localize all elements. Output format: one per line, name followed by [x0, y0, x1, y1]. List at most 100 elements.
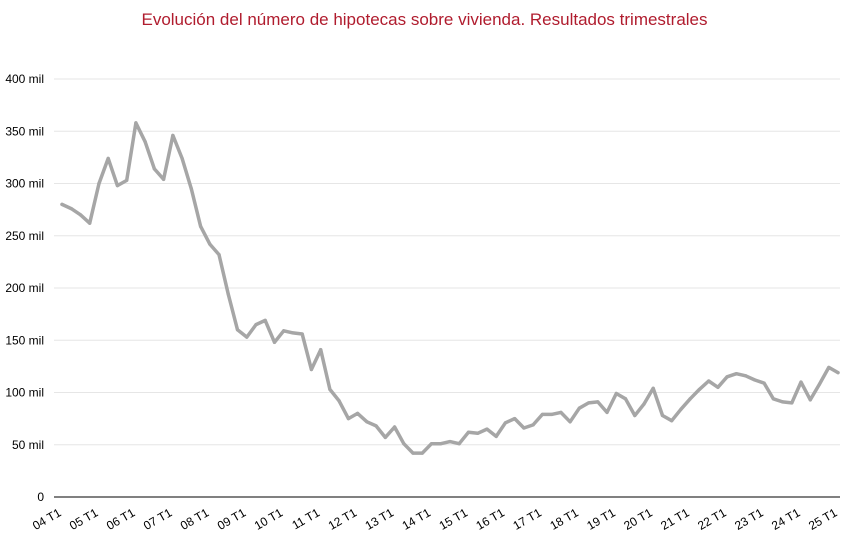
series: [60, 121, 840, 455]
x-tick-label: 25 T1: [806, 505, 840, 533]
data-point: [198, 224, 203, 228]
data-point: [586, 401, 591, 405]
y-tick-label: 250 mil: [5, 229, 44, 243]
data-point: [744, 374, 748, 378]
y-tick-label: 400 mil: [5, 72, 44, 86]
data-point: [799, 380, 803, 384]
data-point: [217, 252, 221, 257]
data-point: [309, 367, 314, 372]
x-tick-label: 04 T1: [30, 505, 64, 533]
x-tick-label: 12 T1: [326, 505, 360, 533]
chart-title: Evolución del número de hipotecas sobre …: [141, 10, 708, 29]
x-tick-label: 13 T1: [363, 505, 397, 533]
data-point: [476, 431, 480, 435]
data-point: [771, 397, 775, 401]
data-point: [134, 121, 138, 125]
data-point: [494, 434, 498, 438]
data-point: [817, 382, 822, 386]
data-point: [503, 421, 508, 425]
data-point: [596, 400, 600, 404]
data-point: [282, 329, 286, 333]
data-point: [208, 242, 212, 246]
data-point: [429, 442, 434, 446]
x-tick-label: 23 T1: [732, 505, 766, 533]
data-point: [559, 410, 563, 414]
data-point: [180, 156, 184, 161]
data-point: [670, 419, 674, 423]
x-tick-label: 19 T1: [584, 505, 618, 533]
data-point: [808, 398, 812, 402]
data-point: [337, 399, 341, 403]
data-point: [466, 430, 471, 434]
x-tick-label: 16 T1: [474, 505, 508, 533]
data-point: [78, 213, 83, 217]
data-point: [106, 156, 110, 161]
data-point: [531, 423, 535, 427]
data-point: [226, 292, 230, 296]
data-point: [485, 427, 489, 431]
data-point: [365, 420, 369, 424]
data-point: [272, 340, 277, 344]
data-point: [633, 413, 637, 418]
data-point: [60, 202, 64, 206]
x-tick-label: 21 T1: [658, 505, 692, 533]
data-point: [660, 413, 665, 418]
x-tick-label: 20 T1: [621, 505, 655, 533]
data-point: [651, 386, 655, 390]
data-point: [780, 400, 785, 404]
data-point: [697, 387, 702, 391]
data-point: [235, 328, 240, 332]
data-point: [392, 425, 397, 429]
x-tick-label: 24 T1: [769, 505, 803, 533]
x-tick-label: 09 T1: [215, 505, 249, 533]
data-point: [550, 412, 554, 417]
data-point: [513, 417, 517, 421]
data-point: [319, 348, 323, 352]
y-tick-label: 0: [37, 490, 44, 504]
data-point: [522, 426, 526, 430]
data-point: [402, 442, 406, 446]
x-tick-labels: 04 T1 05 T1 06 T1 07 T1 08 T1 09 T1 10 T1 11 T1…: [30, 505, 840, 533]
data-point: [836, 371, 840, 375]
data-point: [189, 187, 193, 191]
data-point: [125, 178, 129, 182]
x-tick-label: 10 T1: [252, 505, 286, 533]
y-tick-labels: 0 50 mil 100 mil 150 mil 200 mil 250 mil 300 m…: [5, 72, 44, 504]
data-point: [568, 420, 572, 424]
data-point: [383, 435, 387, 440]
data-point: [97, 181, 101, 186]
data-point: [420, 451, 424, 455]
data-point: [143, 140, 147, 144]
data-point: [245, 335, 249, 339]
x-tick-label: 14 T1: [400, 505, 434, 533]
grid-lines: [54, 78, 840, 446]
data-point: [439, 442, 443, 446]
data-point: [762, 381, 766, 385]
y-tick-label: 350 mil: [5, 124, 44, 138]
data-point: [115, 183, 120, 188]
y-tick-label: 300 mil: [5, 177, 44, 191]
data-point: [734, 372, 738, 376]
x-tick-label: 08 T1: [178, 505, 212, 533]
data-point: [171, 133, 175, 138]
data-point: [753, 378, 757, 382]
data-point: [346, 417, 350, 421]
data-point: [88, 221, 92, 225]
data-point: [679, 407, 683, 411]
data-point: [642, 402, 646, 406]
data-point: [69, 206, 73, 211]
x-tick-label: 17 T1: [510, 505, 544, 533]
data-point: [448, 440, 452, 444]
data-point: [605, 410, 609, 414]
x-tick-label: 15 T1: [437, 505, 471, 533]
data-point: [623, 397, 628, 401]
data-point: [457, 442, 461, 446]
y-tick-label: 150 mil: [5, 333, 44, 347]
data-point: [707, 379, 711, 383]
data-point: [725, 375, 729, 379]
y-tick-label: 100 mil: [5, 386, 44, 400]
data-point: [328, 387, 332, 391]
data-point: [827, 365, 831, 370]
